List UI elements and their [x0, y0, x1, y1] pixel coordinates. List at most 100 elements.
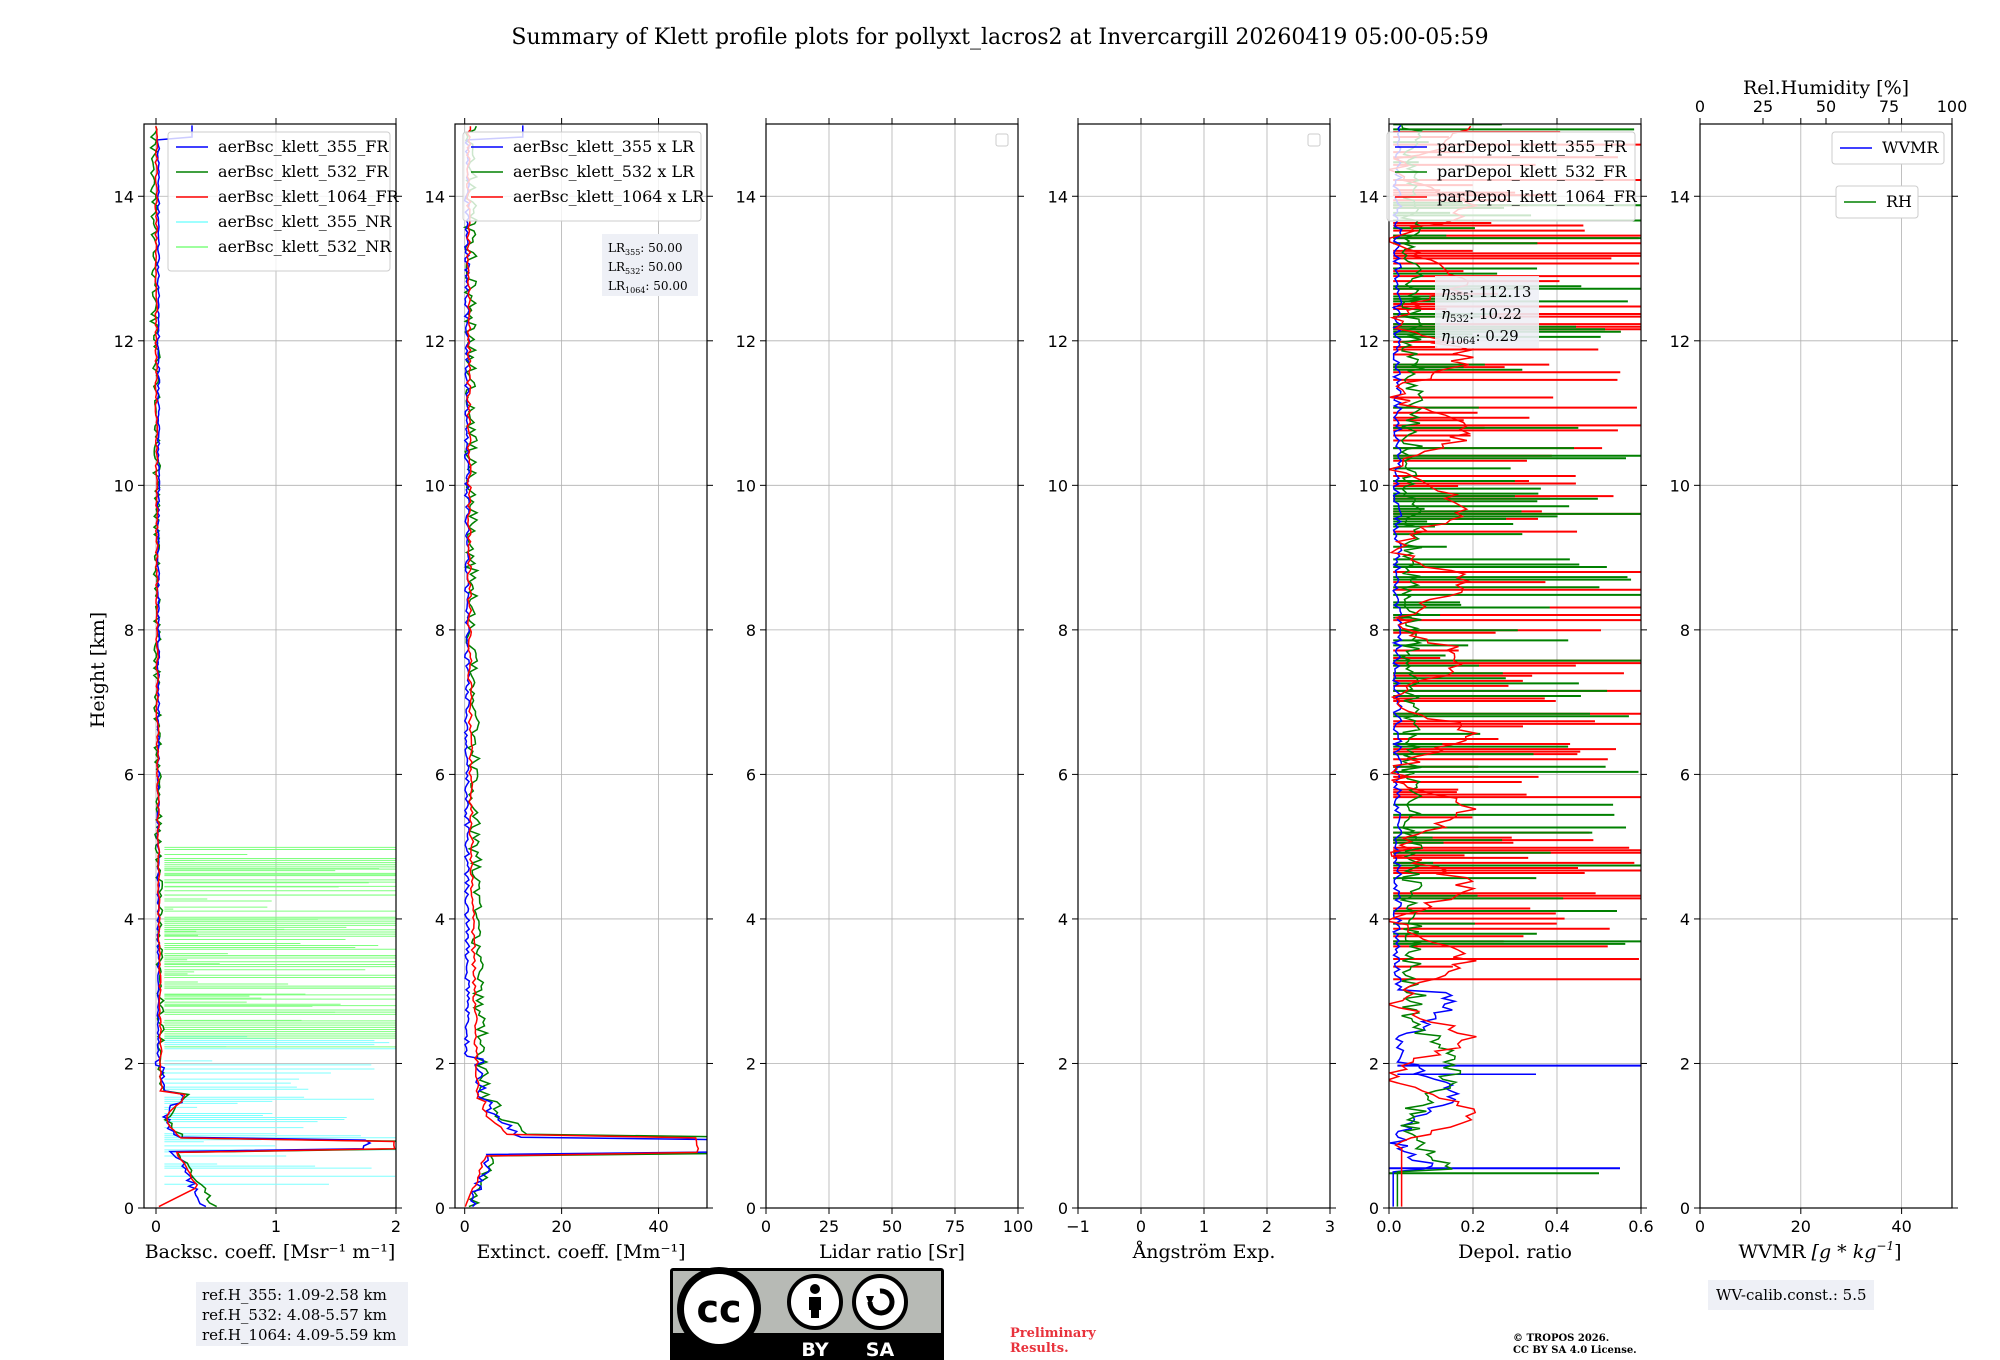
x-axis-label-angstrom: Ångström Exp. — [1132, 1241, 1276, 1263]
y-tick-label: 0 — [1058, 1199, 1068, 1218]
copyright-line2: CC BY SA 4.0 License. — [1513, 1345, 1637, 1356]
y-tick-label: 4 — [435, 910, 445, 929]
legend-backscatter: aerBsc_klett_355_FR aerBsc_klett_532_FRae… — [167, 131, 400, 272]
y-tick-label: 10 — [425, 476, 445, 495]
y-tick-label: 0 — [435, 1199, 445, 1218]
wvmr-x-axis-label: WVMR [g * kg−1] — [1738, 1239, 1901, 1263]
x-tick-label: −1 — [1066, 1217, 1090, 1236]
y-tick-label: 14 — [425, 187, 445, 206]
series-355-depol — [1389, 124, 1461, 1207]
x-tick-label: 0.4 — [1544, 1217, 1569, 1236]
empty-legend-icon — [1307, 133, 1321, 147]
wv-calibration-line: WV-calib.const.: 5.5 — [1716, 1286, 1867, 1304]
y-tick-label: 4 — [1369, 910, 1379, 929]
info-box-bg — [196, 1282, 408, 1346]
x-tick-label: 40 — [648, 1217, 668, 1236]
y-tick-label: 6 — [746, 765, 756, 784]
x-tick-label: 2 — [391, 1217, 401, 1236]
reference-height-line: ref.H_355: 1.09-2.58 km — [202, 1286, 387, 1304]
lidar-ratio-value: LR355: 50.00 — [608, 241, 683, 257]
legend-extinction: aerBsc_klett_355 x LR aerBsc_klett_532 x … — [462, 131, 705, 222]
cc-icon: cc — [696, 1287, 741, 1331]
series-532-lr — [462, 125, 707, 1208]
legend-entry: aerBsc_klett_1064_FR — [218, 187, 400, 206]
empty-legend-icon — [995, 133, 1009, 147]
top-x-axis-label: Rel.Humidity [%] — [1743, 77, 1909, 99]
info-box-bg — [1708, 1280, 1874, 1310]
y-tick-label: 10 — [114, 476, 134, 495]
y-tick-label: 2 — [746, 1054, 756, 1073]
y-tick-label: 2 — [124, 1054, 134, 1073]
x-tick-label: 2 — [1262, 1217, 1272, 1236]
y-tick-label: 4 — [746, 910, 756, 929]
x-tick-label: 100 — [1003, 1217, 1034, 1236]
y-tick-label: 2 — [1058, 1054, 1068, 1073]
y-tick-label: 12 — [736, 332, 756, 351]
legend-entry: RH — [1886, 192, 1912, 211]
axes-frame-wvmr — [1699, 123, 1953, 1209]
x-tick-label: 25 — [819, 1217, 839, 1236]
reference-height-line: ref.H_1064: 4.09-5.59 km — [202, 1326, 396, 1344]
series-355-fr — [154, 125, 372, 1208]
license-sa-text: SA — [866, 1339, 895, 1360]
y-tick-label: 8 — [435, 621, 445, 640]
y-tick-label: 14 — [736, 187, 756, 206]
y-tick-label: 4 — [1680, 910, 1690, 929]
lidar-ratio-value: LR532: 50.00 — [608, 260, 683, 276]
y-tick-label: 10 — [1048, 476, 1068, 495]
y-tick-label: 2 — [1680, 1054, 1690, 1073]
eta-value: η532: 10.22 — [1441, 305, 1522, 325]
reference-height-line: ref.H_532: 4.08-5.57 km — [202, 1306, 387, 1324]
y-tick-label: 8 — [1680, 621, 1690, 640]
x-tick-label: 20 — [551, 1217, 571, 1236]
legend-box — [462, 131, 702, 222]
y-tick-label: 12 — [1670, 332, 1690, 351]
x-tick-label: 50 — [882, 1217, 902, 1236]
legend-box — [1835, 185, 1919, 219]
legend-entry: parDepol_klett_532_FR — [1437, 162, 1628, 181]
y-tick-label: 2 — [1369, 1054, 1379, 1073]
x-axis-label-backscatter: Backsc. coeff. [Msr⁻¹ m⁻¹] — [145, 1241, 396, 1263]
y-tick-label: 4 — [124, 910, 134, 929]
legend-entry: aerBsc_klett_355 x LR — [513, 137, 695, 156]
series-1064-lr — [464, 126, 700, 1207]
preliminary-note-line2: Results. — [1010, 1341, 1069, 1356]
y-tick-label: 0 — [1369, 1199, 1379, 1218]
y-tick-label: 0 — [746, 1199, 756, 1218]
legend-entry: parDepol_klett_355_FR — [1437, 137, 1628, 156]
legend-entry: aerBsc_klett_532_NR — [218, 237, 392, 256]
legend-entry: aerBsc_klett_355_FR — [218, 137, 389, 156]
y-tick-label: 14 — [1048, 187, 1068, 206]
y-tick-label: 6 — [124, 765, 134, 784]
series-532-depol — [1396, 125, 1462, 1207]
y-axis-label: Height [km] — [87, 612, 109, 728]
legend-entry: aerBsc_klett_355_NR — [218, 212, 392, 231]
x-tick-label: 0 — [761, 1217, 771, 1236]
legend-entry: WVMR — [1882, 138, 1939, 157]
x-tick-label: 75 — [945, 1217, 965, 1236]
legend-depol: parDepol_klett_355_FR parDepol_klett_532_… — [1386, 131, 1638, 222]
person-icon — [809, 1284, 821, 1318]
info-box-bg — [1435, 276, 1539, 348]
y-tick-label: 12 — [1359, 332, 1379, 351]
x-tick-label: 0.0 — [1376, 1217, 1401, 1236]
preliminary-note-line1: Preliminary — [1010, 1326, 1096, 1341]
y-tick-label: 12 — [114, 332, 134, 351]
share-alike-icon — [867, 1288, 895, 1316]
x-tick-label: 3 — [1325, 1217, 1335, 1236]
x-tick-label: 20 — [1791, 1217, 1811, 1236]
x-axis-label-extinction: Extinct. coeff. [Mm⁻¹] — [476, 1241, 685, 1263]
y-tick-label: 6 — [1058, 765, 1068, 784]
x-tick-label: 1 — [1199, 1217, 1209, 1236]
x-axis-label-depol: Depol. ratio — [1458, 1241, 1572, 1263]
legend-entry: aerBsc_klett_532_FR — [218, 162, 389, 181]
license-by-text: BY — [801, 1339, 828, 1360]
y-tick-label: 4 — [1058, 910, 1068, 929]
x-tick-label: 0 — [1695, 1217, 1705, 1236]
y-tick-label: 0 — [124, 1199, 134, 1218]
top-x-tick-label: 75 — [1879, 97, 1899, 116]
series-355-lr — [463, 125, 707, 1208]
panel-extinction: 0 20 40 0 2 4 6 8 10 12 14 Extinct. coeff. [Mm⁻¹] ae… — [425, 118, 713, 1263]
